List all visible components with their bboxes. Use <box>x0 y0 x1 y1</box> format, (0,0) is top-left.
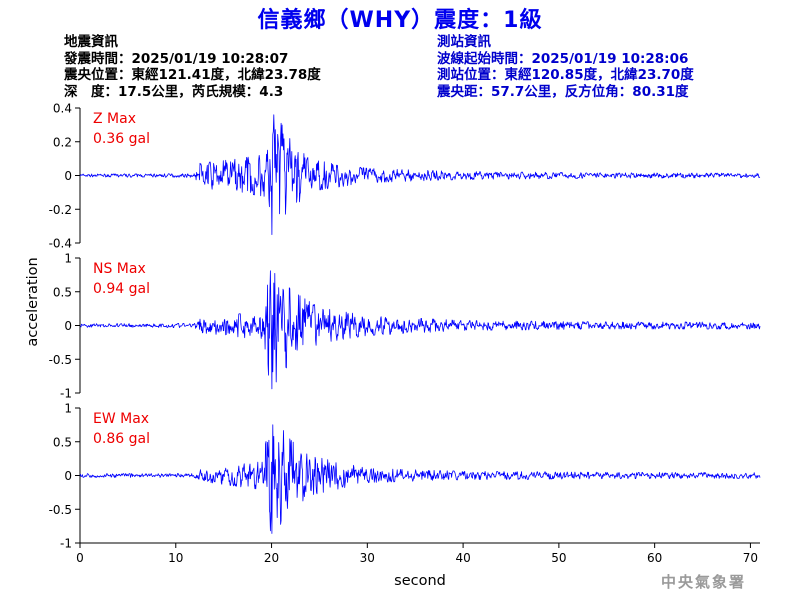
depth-magnitude: 深 度：17.5公里，芮氏規模：4.3 <box>64 83 284 100</box>
station-info-panel: 測站資訊 波線起始時間：2025/01/19 10:28:06 測站位置：東經1… <box>437 34 694 100</box>
x-tick-label: 60 <box>647 551 662 565</box>
x-tick-label: 30 <box>360 551 375 565</box>
origin-time: 發震時間：2025/01/19 10:28:07 <box>64 50 289 67</box>
y-tick-label: 0.2 <box>53 135 72 149</box>
quake-info-panel: 地震資訊 發震時間：2025/01/19 10:28:07 震央位置：東經121… <box>64 34 321 100</box>
y-tick-label: -1 <box>60 387 72 401</box>
y-tick-label: 1 <box>64 252 72 266</box>
quake-info-heading: 地震資訊 <box>64 34 118 50</box>
epicentral-distance: 震央距：57.7公里，反方位角：80.31度 <box>437 83 689 100</box>
series-label: Z Max <box>93 111 136 127</box>
chart-title: 信義鄉（WHY）震度：1級 <box>257 8 543 33</box>
y-tick-label: 0 <box>64 319 72 333</box>
agency-watermark: 中央氣象署 <box>660 573 746 591</box>
series-max-value: 0.36 gal <box>93 131 150 147</box>
y-tick-label: 0.4 <box>53 102 72 116</box>
wave-start-time: 波線起始時間：2025/01/19 10:28:06 <box>437 50 689 67</box>
y-tick-label: -0.5 <box>49 503 72 517</box>
series-label: NS Max <box>93 261 146 277</box>
y-tick-label: -1 <box>60 537 72 551</box>
y-tick-label: 0.5 <box>53 285 72 299</box>
series-max-value: 0.86 gal <box>93 431 150 447</box>
x-tick-label: 10 <box>168 551 183 565</box>
station-info-heading: 測站資訊 <box>437 34 491 50</box>
x-axis-label: second <box>394 573 446 589</box>
y-tick-label: 0 <box>64 469 72 483</box>
y-tick-label: -0.4 <box>49 237 72 251</box>
waveform-line <box>79 270 761 390</box>
x-tick-label: 40 <box>455 551 470 565</box>
waveform-line <box>79 114 761 235</box>
y-tick-label: -0.2 <box>49 203 72 217</box>
y-tick-label: -0.5 <box>49 353 72 367</box>
y-tick-label: 0.5 <box>53 435 72 449</box>
epicenter-location: 震央位置：東經121.41度，北緯23.78度 <box>64 67 321 83</box>
x-tick-label: 0 <box>76 551 84 565</box>
x-tick-label: 50 <box>551 551 566 565</box>
x-tick-label: 70 <box>743 551 758 565</box>
y-tick-label: 0 <box>64 169 72 183</box>
x-tick-label: 20 <box>264 551 279 565</box>
series-max-value: 0.94 gal <box>93 281 150 297</box>
station-location: 測站位置：東經120.85度，北緯23.70度 <box>437 67 694 83</box>
y-tick-label: 1 <box>64 402 72 416</box>
waveform-line <box>79 424 761 534</box>
series-label: EW Max <box>93 411 149 427</box>
y-axis-label: acceleration <box>25 257 41 346</box>
